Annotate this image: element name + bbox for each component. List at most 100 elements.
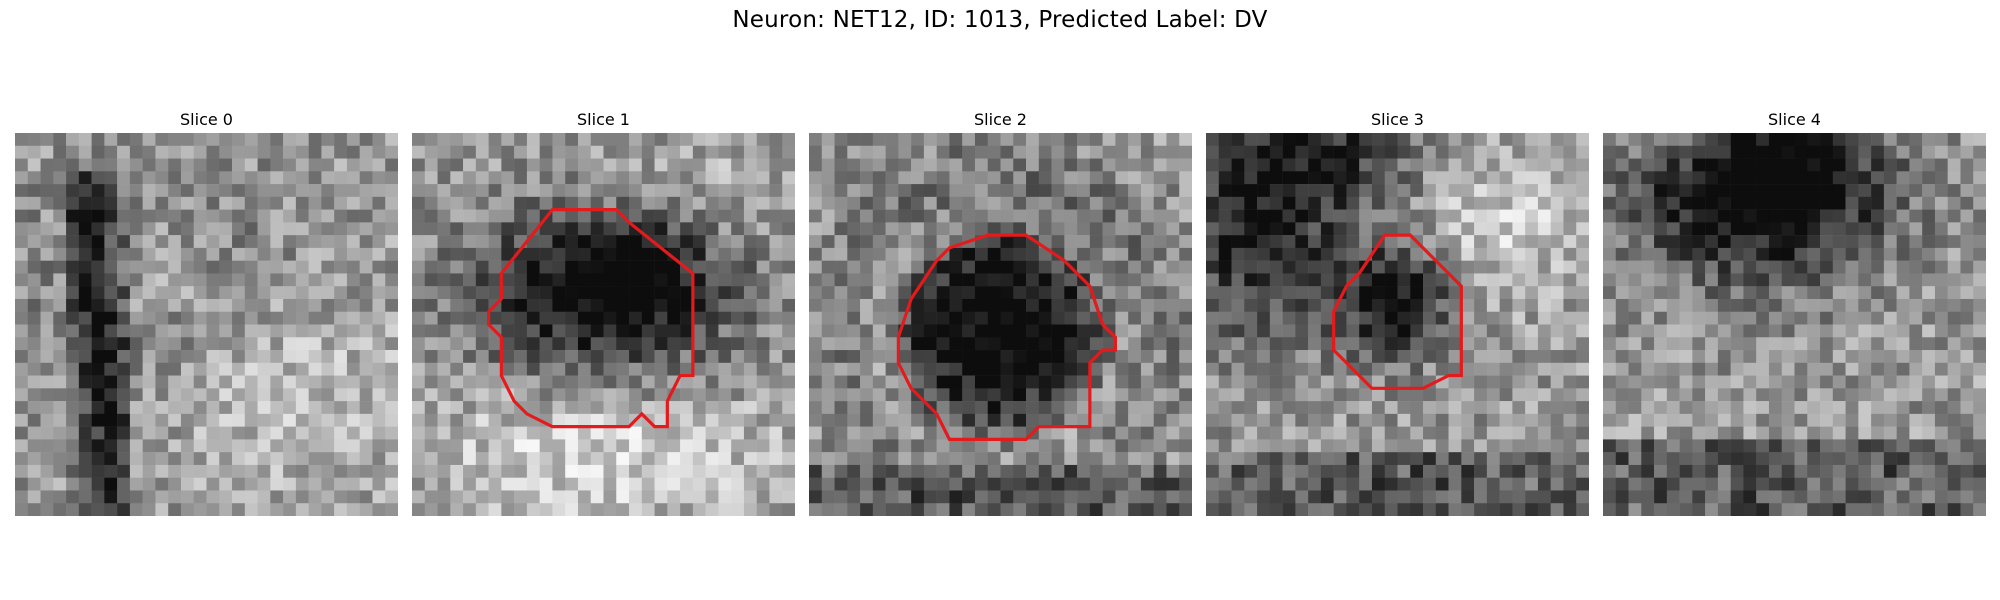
pixel bbox=[1333, 133, 1347, 147]
pixel bbox=[1628, 439, 1642, 453]
pixel bbox=[1474, 324, 1488, 338]
pixel bbox=[270, 324, 284, 338]
pixel bbox=[872, 298, 886, 312]
pixel bbox=[1973, 439, 1986, 453]
pixel bbox=[1654, 158, 1668, 172]
pixel bbox=[1461, 452, 1475, 466]
pixel bbox=[244, 311, 258, 325]
pixel bbox=[1448, 171, 1462, 185]
pixel bbox=[1244, 350, 1258, 364]
pixel bbox=[1448, 413, 1462, 427]
pixel bbox=[769, 337, 783, 351]
pixel bbox=[565, 311, 579, 325]
pixel bbox=[1858, 158, 1872, 172]
pixel bbox=[1384, 388, 1398, 402]
pixel bbox=[1550, 452, 1564, 466]
pixel bbox=[1525, 145, 1539, 159]
pixel bbox=[1102, 260, 1116, 274]
pixel bbox=[1474, 388, 1488, 402]
pixel bbox=[1269, 426, 1283, 440]
pixel bbox=[1922, 286, 1936, 300]
pixel bbox=[1947, 503, 1961, 516]
pixel bbox=[168, 401, 182, 415]
pixel bbox=[1486, 222, 1500, 236]
pixel bbox=[117, 388, 131, 402]
pixel bbox=[1486, 426, 1500, 440]
pixel bbox=[1269, 273, 1283, 287]
pixel bbox=[1231, 158, 1245, 172]
pixel bbox=[1512, 286, 1526, 300]
pixel bbox=[1871, 337, 1885, 351]
pixel bbox=[1845, 439, 1859, 453]
pixel bbox=[1359, 413, 1373, 427]
pixel bbox=[1845, 324, 1859, 338]
pixel bbox=[1320, 209, 1334, 223]
pixel bbox=[1679, 158, 1693, 172]
pixel bbox=[1461, 413, 1475, 427]
pixel bbox=[1179, 273, 1192, 287]
pixel bbox=[295, 464, 309, 478]
pixel bbox=[1038, 350, 1052, 364]
pixel bbox=[1423, 298, 1437, 312]
pixel bbox=[1153, 311, 1167, 325]
pixel bbox=[78, 196, 92, 210]
pixel bbox=[1756, 362, 1770, 376]
pixel bbox=[359, 133, 373, 147]
pixel bbox=[104, 298, 118, 312]
pixel bbox=[1525, 209, 1539, 223]
pixel bbox=[232, 477, 246, 491]
pixel bbox=[974, 490, 988, 504]
pixel bbox=[1244, 171, 1258, 185]
pixel bbox=[1461, 311, 1475, 325]
pixel bbox=[1077, 145, 1091, 159]
pixel bbox=[1807, 426, 1821, 440]
pixel bbox=[1909, 464, 1923, 478]
pixel bbox=[257, 247, 271, 261]
pixel bbox=[1435, 464, 1449, 478]
pixel bbox=[1244, 375, 1258, 389]
pixel bbox=[731, 388, 745, 402]
pixel bbox=[885, 235, 899, 249]
pixel bbox=[1883, 260, 1897, 274]
pixel bbox=[1525, 133, 1539, 147]
pixel bbox=[155, 286, 169, 300]
pixel bbox=[1512, 209, 1526, 223]
pixel bbox=[539, 171, 553, 185]
pixel bbox=[1743, 273, 1757, 287]
pixel bbox=[1960, 171, 1974, 185]
pixel bbox=[450, 490, 464, 504]
pixel bbox=[1166, 158, 1180, 172]
pixel bbox=[1371, 298, 1385, 312]
pixel bbox=[1845, 184, 1859, 198]
pixel bbox=[180, 464, 194, 478]
pixel bbox=[1206, 464, 1220, 478]
pixel bbox=[1832, 375, 1846, 389]
pixel bbox=[769, 439, 783, 453]
pixel bbox=[129, 375, 143, 389]
pixel bbox=[1384, 311, 1398, 325]
pixel bbox=[117, 324, 131, 338]
pixel bbox=[15, 464, 29, 478]
pixel bbox=[1089, 184, 1103, 198]
pixel bbox=[1410, 145, 1424, 159]
pixel bbox=[1423, 158, 1437, 172]
pixel bbox=[885, 311, 899, 325]
pixel bbox=[117, 222, 131, 236]
pixel bbox=[308, 464, 322, 478]
pixel bbox=[1909, 158, 1923, 172]
pixel bbox=[155, 350, 169, 364]
pixel bbox=[1960, 362, 1974, 376]
pixel bbox=[1435, 337, 1449, 351]
pixel bbox=[1102, 439, 1116, 453]
pixel bbox=[1615, 311, 1629, 325]
pixel bbox=[1166, 171, 1180, 185]
pixel bbox=[27, 260, 41, 274]
pixel bbox=[756, 184, 770, 198]
pixel bbox=[359, 209, 373, 223]
pixel bbox=[385, 452, 398, 466]
pixel bbox=[40, 311, 54, 325]
pixel bbox=[1628, 133, 1642, 147]
pixel bbox=[155, 196, 169, 210]
pixel bbox=[1448, 145, 1462, 159]
pixel bbox=[705, 260, 719, 274]
